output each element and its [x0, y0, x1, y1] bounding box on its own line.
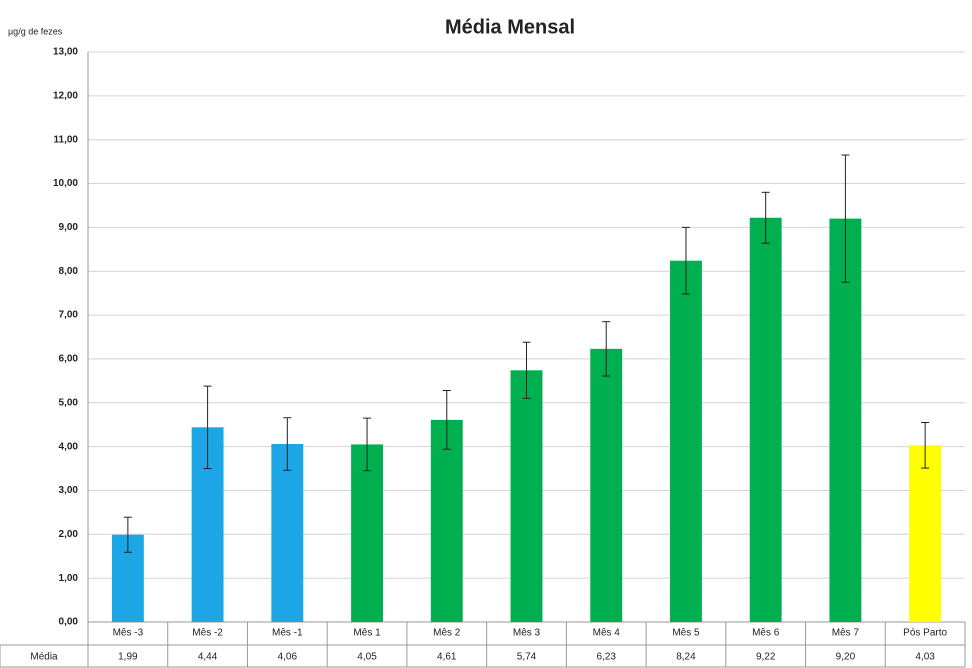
x-tick-label: Mês 7 [832, 628, 860, 639]
bar [909, 445, 942, 622]
y-tick-label: 13,00 [53, 47, 78, 58]
x-tick-label: Mês 2 [433, 628, 461, 639]
x-tick-label: Mês -1 [272, 628, 303, 639]
error-bar [921, 422, 930, 469]
x-tick-label: Mês 6 [752, 628, 780, 639]
y-tick-label: 10,00 [53, 178, 78, 189]
error-bar [761, 191, 770, 244]
table-value: 5,74 [517, 652, 537, 663]
table-value: 8,24 [676, 652, 696, 663]
error-bar [363, 417, 372, 472]
error-bar [283, 417, 292, 471]
y-tick-label: 9,00 [59, 222, 79, 233]
x-tick-label: Mês 5 [672, 628, 700, 639]
bar [749, 217, 782, 622]
y-tick-label: 7,00 [59, 310, 79, 321]
error-bar [442, 389, 451, 450]
table-value: 4,61 [437, 652, 457, 663]
table-value: 4,03 [915, 652, 935, 663]
error-bar [602, 321, 611, 377]
y-axis-label: µg/g de fezes [8, 26, 63, 36]
bar [829, 218, 862, 622]
y-tick-label: 6,00 [59, 354, 79, 365]
table-value: 4,05 [357, 652, 377, 663]
x-tick-label: Mês -3 [113, 628, 144, 639]
bar [351, 444, 383, 622]
table-value: 4,06 [278, 652, 298, 663]
y-tick-label: 0,00 [59, 617, 79, 628]
error-bar [522, 341, 531, 399]
x-tick-label: Mês 4 [593, 628, 621, 639]
bar [430, 419, 463, 622]
bar [271, 443, 304, 622]
bar [590, 348, 623, 622]
y-tick-label: 8,00 [59, 266, 79, 277]
y-tick-label: 2,00 [59, 529, 79, 540]
table-value: 1,99 [118, 652, 138, 663]
y-tick-label: 1,00 [59, 573, 79, 584]
table-value: 9,20 [836, 652, 856, 663]
error-bar [123, 516, 132, 553]
error-bar [841, 154, 850, 283]
bar [670, 260, 702, 622]
table-value: 9,22 [756, 652, 776, 663]
y-tick-label: 11,00 [54, 134, 79, 145]
x-tick-label: Mês 1 [353, 628, 381, 639]
y-tick-label: 4,00 [59, 441, 79, 452]
bar [510, 370, 543, 622]
error-bar [681, 226, 690, 295]
y-tick-label: 5,00 [59, 397, 79, 408]
x-tick-label: Mês -2 [192, 628, 223, 639]
table-value: 6,23 [596, 652, 616, 663]
error-bar [203, 385, 212, 470]
x-tick-label: Mês 3 [513, 628, 541, 639]
chart-title: Média Mensal [445, 16, 575, 38]
y-tick-label: 12,00 [53, 90, 78, 101]
x-tick-label: Pós Parto [903, 628, 947, 639]
table-row-header: Média [30, 652, 58, 663]
y-tick-label: 3,00 [59, 485, 79, 496]
table-value: 4,44 [198, 652, 218, 663]
